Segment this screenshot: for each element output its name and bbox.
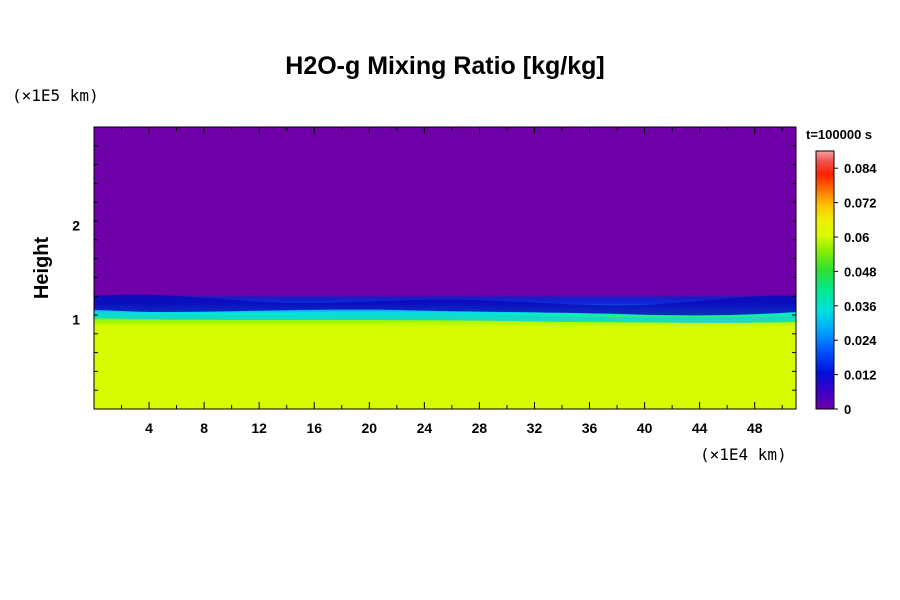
x-ticks: 4 8 12 16 20 24 28 32 36 40 44 48 xyxy=(121,127,783,436)
colorbar-tick-label: 0.024 xyxy=(844,333,877,348)
x-tick-label: 28 xyxy=(472,420,488,436)
colorbar-tick-label: 0.012 xyxy=(844,368,877,383)
x-tick-label: 8 xyxy=(200,420,208,436)
boundary-band-dark xyxy=(94,294,796,316)
plot-area: 4 8 12 16 20 24 28 32 36 40 44 48 12 xyxy=(72,126,797,436)
x-tick-label: 40 xyxy=(637,420,653,436)
colorbar: 0 0.012 0.024 0.036 0.048 0.06 0.072 0.084 xyxy=(815,150,877,417)
x-tick-label: 4 xyxy=(145,420,153,436)
field-fill xyxy=(94,127,796,409)
x-tick-label: 16 xyxy=(306,420,322,436)
x-tick-label: 36 xyxy=(582,420,598,436)
colorbar-fill xyxy=(815,150,835,410)
boundary-band-cyan xyxy=(94,312,796,323)
colorbar-tick-label: 0.048 xyxy=(844,264,877,279)
colorbar-tick-label: 0.072 xyxy=(844,196,877,211)
y-tick-label: 1 xyxy=(72,312,80,328)
x-tick-label: 12 xyxy=(251,420,267,436)
x-tick-label: 20 xyxy=(362,420,378,436)
chart-title: H2O-g Mixing Ratio [kg/kg] xyxy=(285,52,604,80)
x-tick-label: 24 xyxy=(417,420,433,436)
x-tick-label: 48 xyxy=(747,420,763,436)
colorbar-tick-label: 0.036 xyxy=(844,299,877,314)
x-tick-label: 32 xyxy=(527,420,543,436)
time-label: t=100000 s xyxy=(806,127,872,142)
y-axis-label: Height xyxy=(31,237,53,300)
colorbar-tick-label: 0 xyxy=(844,402,851,417)
plot-frame xyxy=(93,126,797,410)
x-tick-label: 44 xyxy=(692,420,708,436)
y-ticks: 12 xyxy=(72,145,796,391)
colorbar-ticks: 0 0.012 0.024 0.036 0.048 0.06 0.072 0.084 xyxy=(834,161,877,417)
y-tick-label: 2 xyxy=(72,218,80,234)
colorbar-tick-label: 0.084 xyxy=(844,161,877,176)
colorbar-tick-label: 0.06 xyxy=(844,230,869,245)
y-unit-label: (×1E5 km) xyxy=(12,86,99,105)
x-unit-label: (×1E4 km) xyxy=(700,445,787,464)
